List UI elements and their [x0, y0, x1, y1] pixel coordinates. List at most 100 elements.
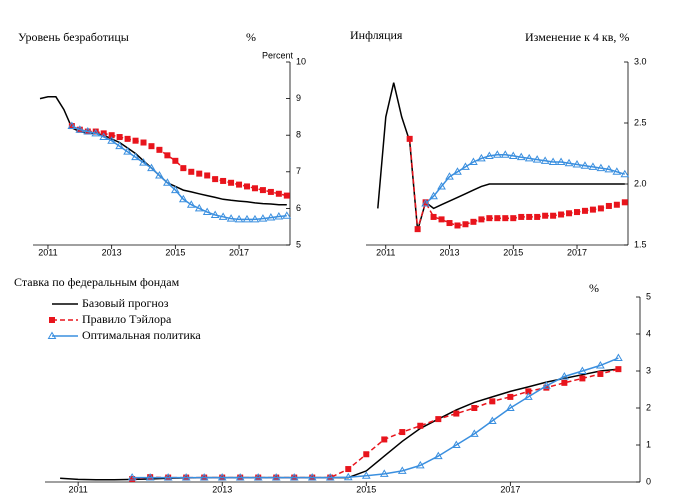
- marker: [620, 169, 630, 178]
- marker: [433, 451, 443, 460]
- marker: [540, 156, 550, 164]
- y-tick-label: 5: [296, 239, 301, 249]
- marker: [181, 473, 191, 481]
- marker: [489, 398, 496, 405]
- marker: [75, 125, 85, 133]
- marker: [194, 203, 204, 212]
- y-tick-label: 3: [646, 365, 651, 375]
- panel-title: Ставка по федеральным фондам: [14, 275, 180, 289]
- marker: [210, 210, 220, 218]
- legend-label: Правило Тэйлора: [82, 312, 172, 326]
- marker: [244, 183, 251, 190]
- marker: [283, 192, 290, 199]
- marker: [170, 185, 180, 194]
- marker: [379, 469, 389, 477]
- marker: [461, 162, 470, 170]
- marker: [484, 151, 494, 159]
- marker: [188, 168, 195, 175]
- marker: [486, 215, 493, 222]
- marker: [307, 473, 317, 481]
- marker: [217, 473, 227, 481]
- marker: [345, 466, 352, 473]
- marker: [507, 393, 514, 400]
- marker: [235, 473, 245, 481]
- marker: [621, 199, 628, 206]
- x-tick-label: 2011: [376, 247, 395, 257]
- series-line: [377, 82, 625, 231]
- marker: [508, 151, 518, 159]
- marker: [361, 471, 371, 479]
- marker: [502, 215, 509, 222]
- marker: [487, 416, 497, 424]
- marker: [579, 375, 586, 382]
- series-line: [408, 138, 626, 230]
- y-tick-label: 1.5: [634, 239, 647, 249]
- marker: [228, 179, 235, 186]
- x-tick-label: 2013: [439, 247, 459, 257]
- legend-marker: [49, 317, 55, 323]
- marker: [614, 353, 623, 362]
- marker: [469, 157, 478, 166]
- marker: [156, 146, 163, 153]
- marker: [494, 215, 501, 222]
- marker: [541, 381, 551, 389]
- marker: [258, 214, 268, 222]
- y-tick-label: 2.0: [634, 178, 647, 188]
- marker: [266, 213, 276, 221]
- marker: [605, 202, 612, 209]
- y-tick-label: 5: [646, 291, 651, 301]
- marker: [250, 214, 260, 223]
- y-tick-label: 1: [646, 439, 651, 449]
- marker: [186, 200, 196, 208]
- marker: [596, 163, 606, 172]
- marker: [180, 165, 187, 172]
- marker: [477, 153, 486, 162]
- marker: [83, 127, 93, 135]
- marker: [548, 157, 558, 166]
- y-tick-label: 2.5: [634, 117, 647, 127]
- marker: [124, 135, 131, 142]
- y-tick-label: 3.0: [634, 56, 647, 66]
- marker: [516, 152, 526, 161]
- marker: [478, 216, 485, 223]
- marker: [147, 163, 156, 172]
- series-line: [71, 125, 287, 197]
- marker: [202, 207, 212, 216]
- marker: [572, 159, 582, 168]
- marker: [155, 170, 164, 179]
- marker: [108, 132, 115, 139]
- marker: [123, 147, 132, 155]
- marker: [543, 384, 550, 391]
- unit-label: %: [589, 281, 599, 295]
- marker: [500, 150, 510, 158]
- marker: [234, 214, 244, 223]
- marker: [148, 143, 155, 150]
- marker: [267, 188, 274, 195]
- marker: [415, 460, 425, 469]
- marker: [492, 150, 502, 158]
- marker: [421, 199, 430, 207]
- marker: [589, 206, 596, 213]
- marker: [107, 136, 117, 144]
- marker: [99, 132, 109, 141]
- marker: [526, 213, 533, 220]
- marker: [131, 152, 140, 161]
- y-tick-label: 8: [296, 130, 301, 140]
- marker: [139, 158, 148, 166]
- marker: [91, 128, 101, 137]
- marker: [204, 172, 211, 179]
- marker: [588, 162, 598, 170]
- legend-label: Оптимальная политика: [82, 328, 201, 342]
- marker: [68, 123, 75, 130]
- marker: [542, 212, 549, 219]
- marker: [561, 379, 568, 386]
- marker: [381, 436, 388, 443]
- marker: [236, 181, 243, 188]
- y-tick-label: 9: [296, 93, 301, 103]
- y-tick-label: 2: [646, 402, 651, 412]
- marker: [212, 176, 219, 183]
- unit-label: %: [246, 30, 256, 44]
- marker: [163, 178, 172, 186]
- marker: [581, 207, 588, 214]
